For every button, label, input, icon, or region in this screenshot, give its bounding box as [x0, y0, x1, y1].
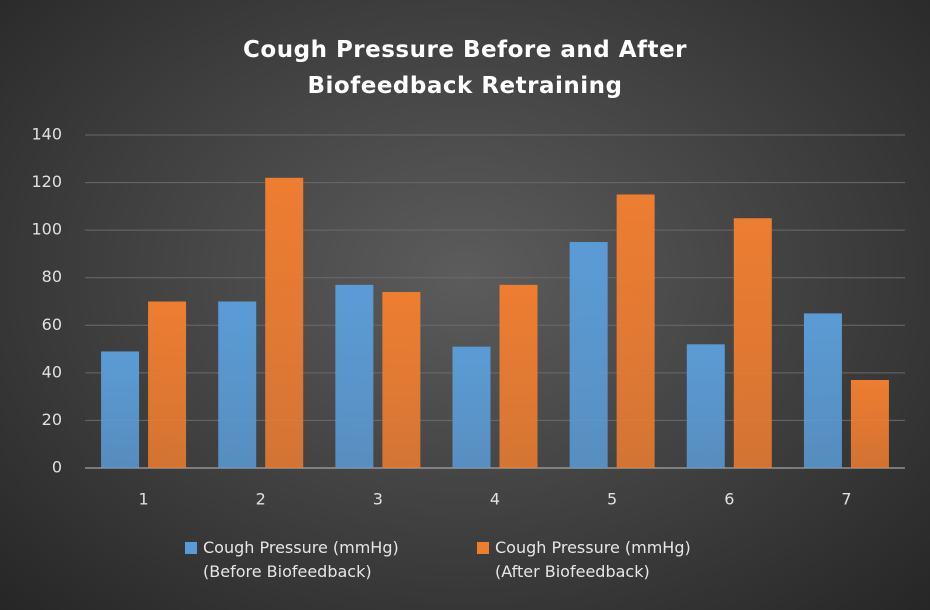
bar	[850, 379, 889, 468]
legend-label: Cough Pressure (mmHg) (Before Biofeedbac…	[203, 538, 399, 581]
x-tick-label: 7	[841, 490, 851, 509]
bar	[569, 242, 608, 468]
bar	[218, 301, 257, 468]
x-tick-label: 5	[607, 490, 617, 509]
y-tick-label: 100	[31, 220, 62, 239]
legend-swatch	[477, 542, 489, 554]
legend-label: Cough Pressure (mmHg) (After Biofeedback…	[495, 538, 691, 581]
bar	[335, 284, 374, 468]
legend-item: Cough Pressure (mmHg) (After Biofeedback…	[477, 536, 745, 584]
y-tick-label: 80	[42, 267, 62, 286]
y-tick-label: 40	[42, 362, 62, 381]
y-tick-label: 20	[42, 410, 62, 429]
y-tick-label: 120	[31, 172, 62, 191]
x-tick-label: 1	[138, 490, 148, 509]
bar	[265, 177, 304, 469]
y-tick-label: 0	[52, 458, 62, 477]
y-tick-label: 60	[42, 315, 62, 334]
chart-title: Cough Pressure Before and After Biofeedb…	[243, 37, 687, 99]
legend-swatch	[185, 542, 197, 554]
y-tick-label: 140	[31, 125, 62, 144]
bar	[616, 194, 655, 468]
legend-item: Cough Pressure (mmHg) (Before Biofeedbac…	[185, 536, 453, 584]
bar	[803, 313, 842, 468]
x-tick-label: 4	[490, 490, 500, 509]
bar	[452, 346, 491, 468]
bar	[148, 301, 187, 468]
bar	[101, 351, 140, 468]
x-tick-label: 3	[373, 490, 383, 509]
x-tick-label: 2	[256, 490, 266, 509]
bar	[499, 284, 538, 468]
bar	[382, 291, 421, 468]
bar	[733, 218, 772, 468]
x-tick-label: 6	[724, 490, 734, 509]
bar	[686, 344, 725, 468]
legend: Cough Pressure (mmHg) (Before Biofeedbac…	[0, 536, 930, 584]
